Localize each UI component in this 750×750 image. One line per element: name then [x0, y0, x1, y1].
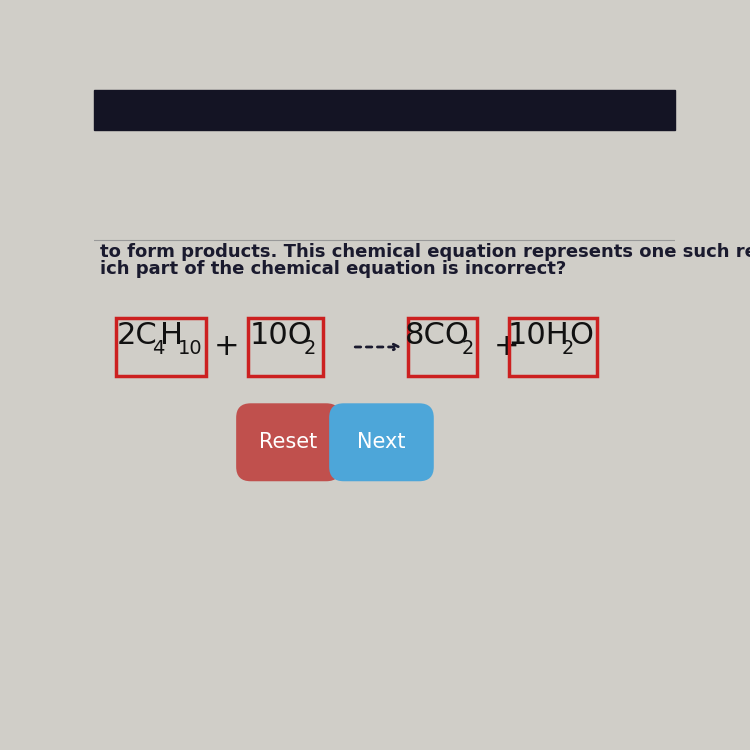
Text: 10: 10: [178, 340, 203, 358]
Text: to form products. This chemical equation represents one such reaction: to form products. This chemical equation…: [100, 243, 750, 261]
Bar: [94, 90, 675, 130]
Text: ich part of the chemical equation is incorrect?: ich part of the chemical equation is inc…: [100, 260, 566, 278]
Text: H: H: [160, 321, 183, 350]
Text: 8CO: 8CO: [405, 321, 470, 350]
Text: O: O: [570, 321, 594, 350]
Text: Next: Next: [357, 432, 406, 452]
Text: 2: 2: [461, 340, 474, 358]
Text: 2C: 2C: [117, 321, 158, 350]
FancyBboxPatch shape: [236, 404, 340, 482]
Text: 10H: 10H: [508, 321, 570, 350]
Text: +: +: [214, 332, 239, 362]
FancyBboxPatch shape: [329, 404, 434, 482]
Text: 4: 4: [152, 340, 164, 358]
Text: +: +: [494, 332, 519, 362]
Text: 2: 2: [304, 340, 316, 358]
Text: 2: 2: [562, 340, 574, 358]
Text: 10O: 10O: [250, 321, 312, 350]
Text: Reset: Reset: [260, 432, 317, 452]
